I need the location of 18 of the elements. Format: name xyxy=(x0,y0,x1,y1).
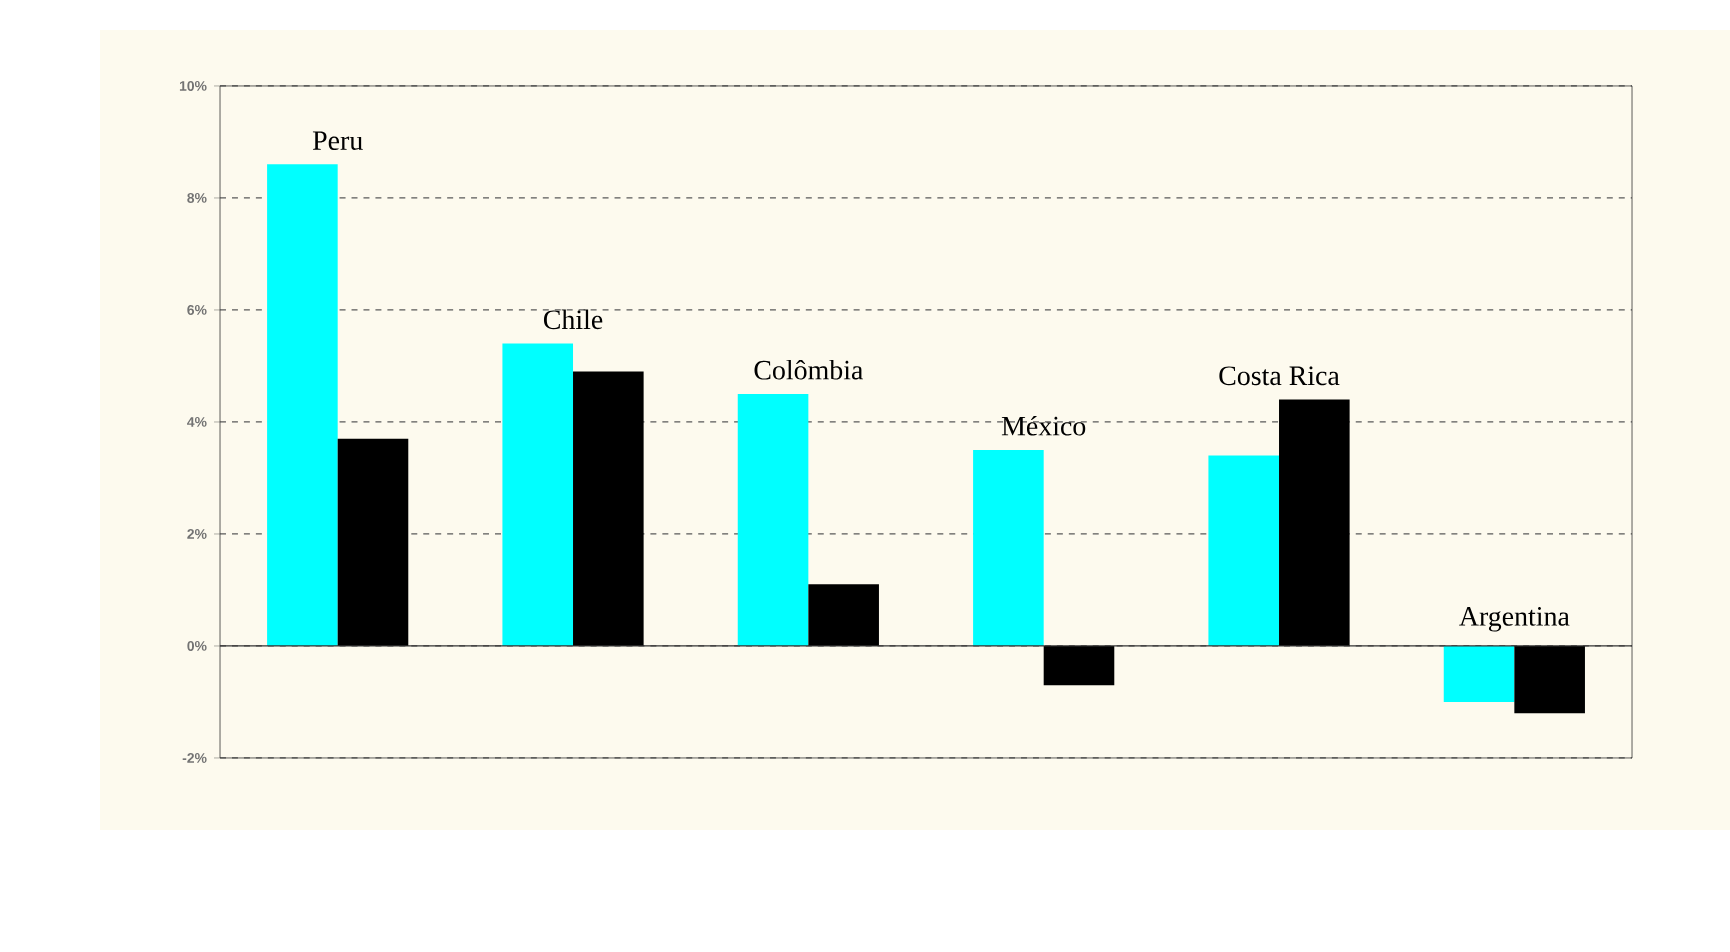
bar xyxy=(1043,645,1115,686)
x-tick-label: Chile xyxy=(543,309,603,330)
bar xyxy=(1208,455,1280,646)
bar xyxy=(737,393,809,646)
x-tick-label: Argentina xyxy=(1459,607,1570,632)
x-tick-label: Costa Rica xyxy=(1219,366,1340,386)
bar xyxy=(808,584,879,646)
bar xyxy=(1279,399,1350,646)
bar xyxy=(267,164,338,646)
x-tick-label: Colômbia xyxy=(754,359,863,380)
x-tick-label: Peru xyxy=(312,131,363,150)
bar xyxy=(573,371,644,646)
bar xyxy=(1514,645,1585,714)
bar xyxy=(1443,645,1515,702)
x-tick-label: México xyxy=(1001,415,1086,436)
bar xyxy=(973,449,1044,646)
bar xyxy=(337,438,409,646)
bar xyxy=(502,343,574,646)
